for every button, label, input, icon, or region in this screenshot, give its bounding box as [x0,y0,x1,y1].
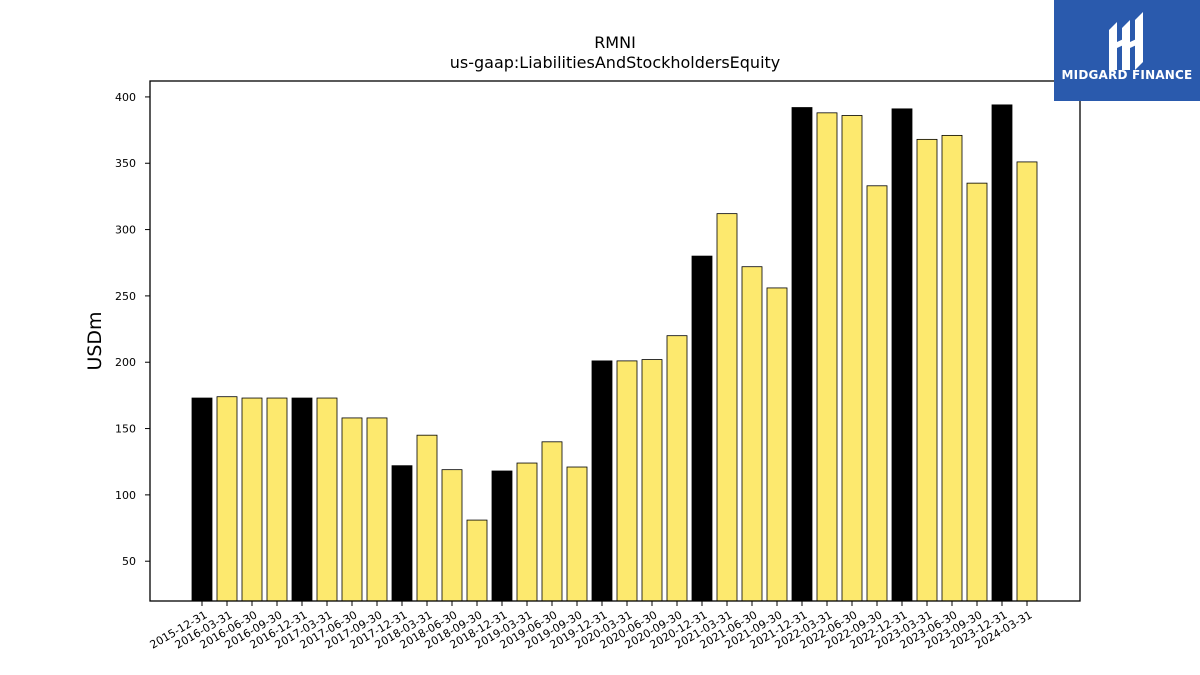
bar-2017-06-30 [341,417,363,602]
bars-group [191,104,1038,602]
bar-2023-06-30 [941,134,963,602]
bar-2017-12-31 [391,465,413,602]
bar-2020-12-31 [691,255,713,602]
bar-2021-03-31 [716,213,738,602]
bar-2019-06-30 [541,441,563,602]
y-tick-label: 400 [115,91,136,104]
bar-2016-09-30 [266,397,288,602]
y-tick-label: 150 [115,423,136,436]
bar-2021-12-31 [791,107,813,602]
bar-2018-09-30 [466,519,488,602]
bar-2021-06-30 [741,266,763,602]
bar-2018-03-31 [416,434,438,602]
chart-title: RMNI [594,33,636,52]
bar-2023-09-30 [966,182,988,602]
bar-2023-12-31 [991,104,1013,602]
bar-2020-09-30 [666,335,688,602]
bar-2022-09-30 [866,185,888,602]
chart-subtitle: us-gaap:LiabilitiesAndStockholdersEquity [450,53,781,72]
bar-2022-03-31 [816,112,838,602]
bar-2018-12-31 [491,470,513,602]
bar-2015-12-31 [191,397,213,602]
y-tick-label: 350 [115,157,136,170]
plot-frame [149,80,1081,602]
y-axis: 50 100 150 200 250 300 350 400 [115,91,150,568]
bar-2016-12-31 [291,397,313,602]
y-axis-label: USDm [84,311,106,370]
brand-logo: MIDGARD FINANCE [1054,0,1200,101]
bar-2017-03-31 [316,397,338,602]
y-tick-label: 300 [115,224,136,237]
x-axis: 2015-12-312016-03-312016-06-302016-09-30… [148,601,1035,652]
bar-2018-06-30 [441,469,463,602]
bar-2019-12-31 [591,360,613,602]
bar-2022-12-31 [891,108,913,602]
midgard-logo-mark-icon [1109,12,1143,70]
bar-2017-09-30 [366,417,388,602]
bar-2019-09-30 [566,466,588,602]
bar-2020-06-30 [641,359,663,602]
bar-2023-03-31 [916,138,938,602]
y-tick-label: 200 [115,356,136,369]
y-tick-label: 50 [122,555,136,568]
y-tick-label: 250 [115,290,136,303]
bar-2016-06-30 [241,397,263,602]
bar-2019-03-31 [516,462,538,602]
logo-text: MIDGARD FINANCE [1061,68,1193,82]
bar-2024-03-31 [1016,161,1038,602]
bar-2021-09-30 [766,287,788,602]
y-tick-label: 100 [115,489,136,502]
bar-2020-03-31 [616,360,638,602]
bar-2022-06-30 [841,115,863,602]
bar-2016-03-31 [216,396,238,602]
